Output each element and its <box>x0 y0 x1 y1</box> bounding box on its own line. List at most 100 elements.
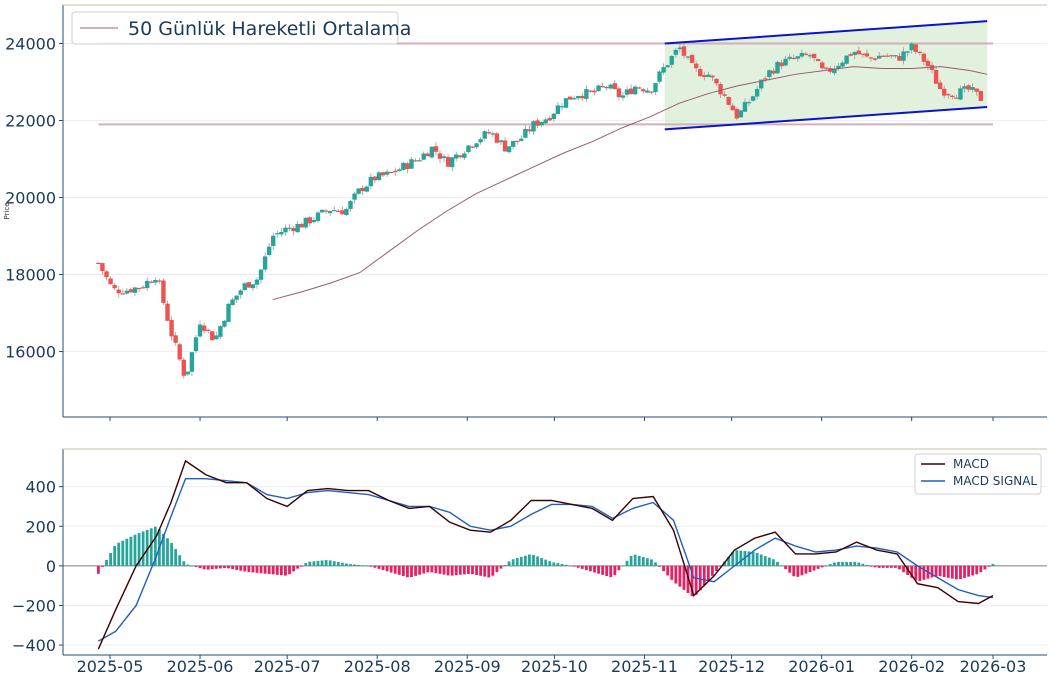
candle-down <box>128 289 134 293</box>
histogram-bar-negative <box>711 565 714 576</box>
histogram-bar-positive <box>731 552 735 566</box>
candle-up <box>319 209 325 213</box>
histogram-bar-negative <box>662 565 666 572</box>
histogram-bar-negative <box>198 565 202 569</box>
histogram-bar-positive <box>109 552 112 566</box>
macd-legend-label-signal: MACD SIGNAL <box>953 474 1037 488</box>
histogram-bar-negative <box>454 565 458 576</box>
candle-down <box>592 90 597 93</box>
candle-down <box>612 83 618 90</box>
histogram-bar-negative <box>979 565 983 573</box>
histogram-bar-positive <box>837 561 840 566</box>
candle-down <box>502 140 508 152</box>
candle-up <box>462 153 467 158</box>
histogram-bar-negative <box>914 565 918 581</box>
candle-down <box>100 263 105 272</box>
candle-up <box>909 43 914 51</box>
candle-down <box>872 58 878 60</box>
candle-up <box>738 110 744 118</box>
histogram-bar-negative <box>422 565 426 574</box>
histogram-bar-negative <box>955 565 958 580</box>
histogram-bar-negative <box>235 565 239 570</box>
candle-up <box>962 86 967 89</box>
candle-up <box>242 283 247 290</box>
histogram-bar-positive <box>824 565 828 567</box>
histogram-bar-negative <box>214 565 218 569</box>
histogram-bar-negative <box>877 565 881 568</box>
macd-x-tick-label: 2025-12 <box>698 657 765 676</box>
histogram-bar-negative <box>690 565 694 597</box>
histogram-bar-positive <box>174 549 178 566</box>
histogram-bar-positive <box>515 558 519 566</box>
histogram-bar-negative <box>194 565 198 567</box>
candle-down <box>710 75 715 78</box>
histogram-bar-negative <box>223 565 226 569</box>
histogram-bar-negative <box>987 565 991 567</box>
histogram-bar-negative <box>963 565 966 578</box>
candle-up <box>551 113 557 120</box>
candles-group <box>96 42 984 379</box>
histogram-bar-negative <box>426 565 430 573</box>
histogram-bar-negative <box>812 565 816 571</box>
histogram-bar-positive <box>857 562 861 566</box>
candle-up <box>632 86 638 95</box>
histogram-bar-positive <box>759 554 763 566</box>
candle-down <box>702 75 707 78</box>
histogram-bar-positive <box>564 564 568 566</box>
histogram-bar-negative <box>881 565 885 568</box>
candle-down <box>116 289 121 294</box>
histogram-bar-negative <box>401 565 405 577</box>
macd-y-tick-label: −200 <box>12 596 56 615</box>
candle-up <box>327 211 333 214</box>
price-y-ticks: 16000 18000 20000 22000 24000 <box>5 35 63 362</box>
candle-down <box>360 187 365 192</box>
histogram-bar-negative <box>442 565 446 575</box>
histogram-bar-positive <box>544 559 548 566</box>
histogram-bar-negative <box>572 565 576 567</box>
histogram-bar-negative <box>788 565 792 573</box>
candle-down <box>380 172 386 176</box>
histogram-bar-positive <box>833 562 836 566</box>
histogram-bar-negative <box>458 565 462 575</box>
histogram-bar-negative <box>101 565 104 567</box>
histogram-bar-positive <box>312 561 316 566</box>
candle-down <box>323 210 329 212</box>
candle-up <box>783 58 788 66</box>
histogram-bar-positive <box>540 558 544 566</box>
histogram-bar-negative <box>946 565 950 578</box>
candle-up <box>624 89 630 95</box>
candle-down <box>547 117 552 121</box>
histogram-bar-positive <box>353 564 356 566</box>
histogram-bar-negative <box>934 565 938 577</box>
candle-up <box>441 156 447 159</box>
candle-up <box>657 71 662 82</box>
candle-down <box>913 44 918 53</box>
candle-up <box>742 101 748 112</box>
candle-up <box>767 70 772 78</box>
histogram-bar-negative <box>597 565 600 574</box>
histogram-bar-negative <box>605 565 609 577</box>
histogram-bar-negative <box>580 565 584 569</box>
macd-y-tick-label: 400 <box>25 478 56 497</box>
histogram-bar-negative <box>930 565 934 578</box>
macd-legend: MACD MACD SIGNAL <box>914 453 1042 495</box>
candle-down <box>340 210 345 215</box>
candle-up <box>555 105 561 115</box>
histogram-bar-negative <box>894 565 897 568</box>
histogram-bar-positive <box>519 556 523 566</box>
price-y-tick-label: 18000 <box>5 266 56 285</box>
histogram-bar-negative <box>584 565 588 571</box>
price-gridlines <box>63 43 1047 353</box>
candle-down <box>966 85 971 90</box>
histogram-bar-negative <box>706 565 710 581</box>
histogram-bar-positive <box>772 559 775 566</box>
histogram-bar-negative <box>292 565 295 572</box>
candle-down <box>693 63 699 69</box>
histogram-bar-negative <box>263 565 267 574</box>
histogram-bar-negative <box>719 565 722 567</box>
candle-up <box>596 85 601 92</box>
candle-down <box>950 95 955 98</box>
candle-down <box>336 210 341 213</box>
candle-down <box>942 88 947 96</box>
candle-up <box>608 84 613 89</box>
